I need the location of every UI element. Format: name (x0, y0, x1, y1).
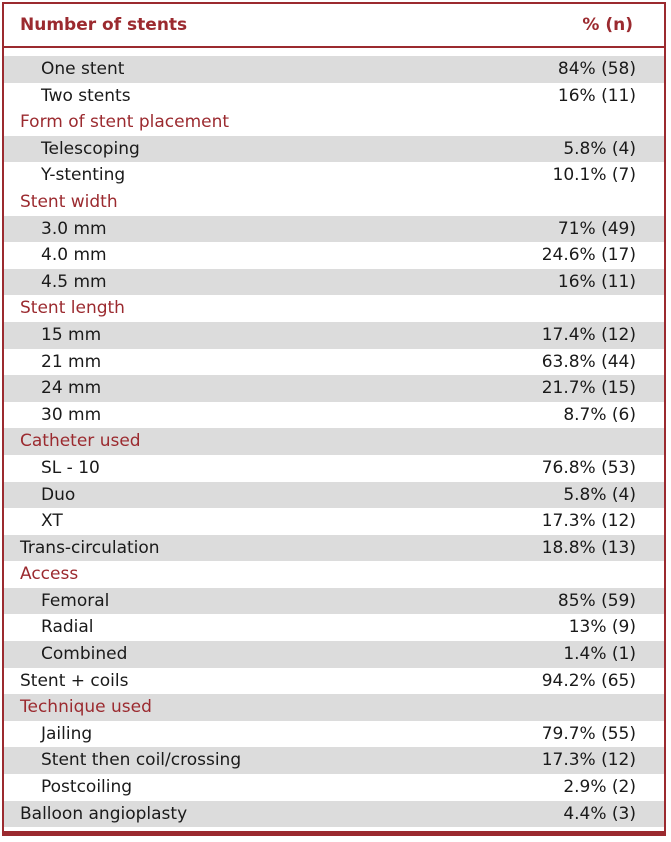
table-row: Femoral 85% (59) (4, 587, 664, 615)
section-row: Catheter used (4, 428, 664, 455)
table-row: 4.5 mm 16% (11) (4, 268, 664, 296)
row-label: Balloon angioplasty (20, 803, 188, 824)
row-label: Duo (41, 484, 76, 505)
section-row: Form of stent placement (4, 109, 664, 136)
section-row: Stent length (4, 295, 664, 322)
row-label: 24 mm (41, 378, 102, 399)
row-value: 4.4% (3) (563, 803, 636, 824)
table-row: Duo 5.8% (4) (4, 481, 664, 509)
table-bottom-rule (4, 831, 664, 834)
row-value: 1.4% (1) (563, 644, 636, 665)
row-label: Combined (41, 644, 128, 665)
row-value: 17.3% (12) (541, 511, 636, 532)
table-row: Two stents 16% (11) (4, 83, 664, 110)
table-row: Telescoping 5.8% (4) (4, 135, 664, 163)
table-row: 4.0 mm 24.6% (17) (4, 242, 664, 269)
table-row: 15 mm 17.4% (12) (4, 321, 664, 349)
section-row: Stent width (4, 189, 664, 216)
row-label: Telescoping (41, 138, 140, 159)
row-value: 16% (11) (557, 271, 636, 292)
row-label: SL - 10 (41, 457, 100, 478)
table-row: Stent then coil/crossing 17.3% (12) (4, 747, 664, 775)
row-value: 24.6% (17) (541, 245, 636, 266)
row-value: 17.3% (12) (541, 750, 636, 771)
table-row: 30 mm 8.7% (6) (4, 402, 664, 429)
table-row: SL - 10 76.8% (53) (4, 455, 664, 482)
header-label: Number of stents (20, 15, 188, 35)
row-value: 18.8% (13) (541, 537, 636, 558)
row-value: 8.7% (6) (563, 404, 636, 425)
row-label: 21 mm (41, 351, 102, 372)
row-value: 85% (59) (557, 590, 636, 611)
table-row: Stent + coils 94.2% (65) (4, 668, 664, 695)
row-label: Y-stenting (41, 165, 126, 186)
row-label: One stent (41, 59, 125, 79)
section-row: Access (4, 561, 664, 588)
row-label: 15 mm (41, 324, 102, 345)
table-row: 3.0 mm 71% (49) (4, 215, 664, 243)
row-value: 71% (49) (557, 218, 636, 239)
row-value: 63.8% (44) (541, 351, 636, 372)
row-label: 3.0 mm (41, 218, 107, 239)
table-body: One stent 84% (58) Two stents 16% (11) Form … (4, 56, 664, 828)
row-label: Two stents (41, 85, 131, 106)
row-label: 30 mm (41, 404, 102, 425)
row-label: Femoral (41, 590, 110, 611)
row-label: 4.5 mm (41, 271, 107, 292)
row-value: 76.8% (53) (541, 457, 636, 478)
section-label: Stent width (20, 191, 118, 212)
row-value: 17.4% (12) (541, 324, 636, 345)
table-row: 24 mm 21.7% (15) (4, 375, 664, 402)
table-row: Radial 13% (9) (4, 614, 664, 641)
section-label: Technique used (20, 697, 152, 718)
section-label: Form of stent placement (20, 112, 230, 133)
row-label: 4.0 mm (41, 245, 107, 266)
row-label: XT (41, 511, 63, 532)
header-value: % (n) (582, 15, 633, 35)
row-value: 79.7% (55) (541, 723, 636, 744)
row-label: Stent then coil/crossing (41, 750, 242, 771)
row-value: 94.2% (65) (541, 670, 636, 691)
table-row: Postcoiling 2.9% (2) (4, 774, 664, 801)
table-row: Combined 1.4% (1) (4, 641, 664, 668)
table-row: Y-stenting 10.1% (7) (4, 162, 664, 189)
section-label: Catheter used (20, 431, 141, 452)
row-label: Postcoiling (41, 777, 133, 798)
row-value: 5.8% (4) (563, 138, 636, 159)
row-value: 13% (9) (568, 617, 636, 638)
section-row: Technique used (4, 694, 664, 721)
row-label: Radial (41, 617, 94, 638)
section-label: Access (20, 564, 79, 585)
table-row: Balloon angioplasty 4.4% (3) (4, 800, 664, 828)
row-value: 21.7% (15) (541, 378, 636, 399)
row-value: 5.8% (4) (563, 484, 636, 505)
table-row: Jailing 79.7% (55) (4, 721, 664, 748)
table-row: 21 mm 63.8% (44) (4, 349, 664, 376)
row-value: 2.9% (2) (563, 777, 636, 798)
row-value: 84% (58) (557, 59, 636, 79)
table-row: One stent 84% (58) (4, 56, 664, 83)
row-label: Jailing (41, 723, 93, 744)
table-row: XT 17.3% (12) (4, 508, 664, 535)
section-label: Stent length (20, 298, 125, 319)
row-value: 10.1% (7) (552, 165, 637, 186)
table-header: Number of stents % (n) (4, 4, 664, 48)
row-label: Trans-circulation (20, 537, 160, 558)
row-label: Stent + coils (20, 670, 129, 691)
row-value: 16% (11) (557, 85, 636, 106)
table-row: Trans-circulation 18.8% (13) (4, 534, 664, 562)
